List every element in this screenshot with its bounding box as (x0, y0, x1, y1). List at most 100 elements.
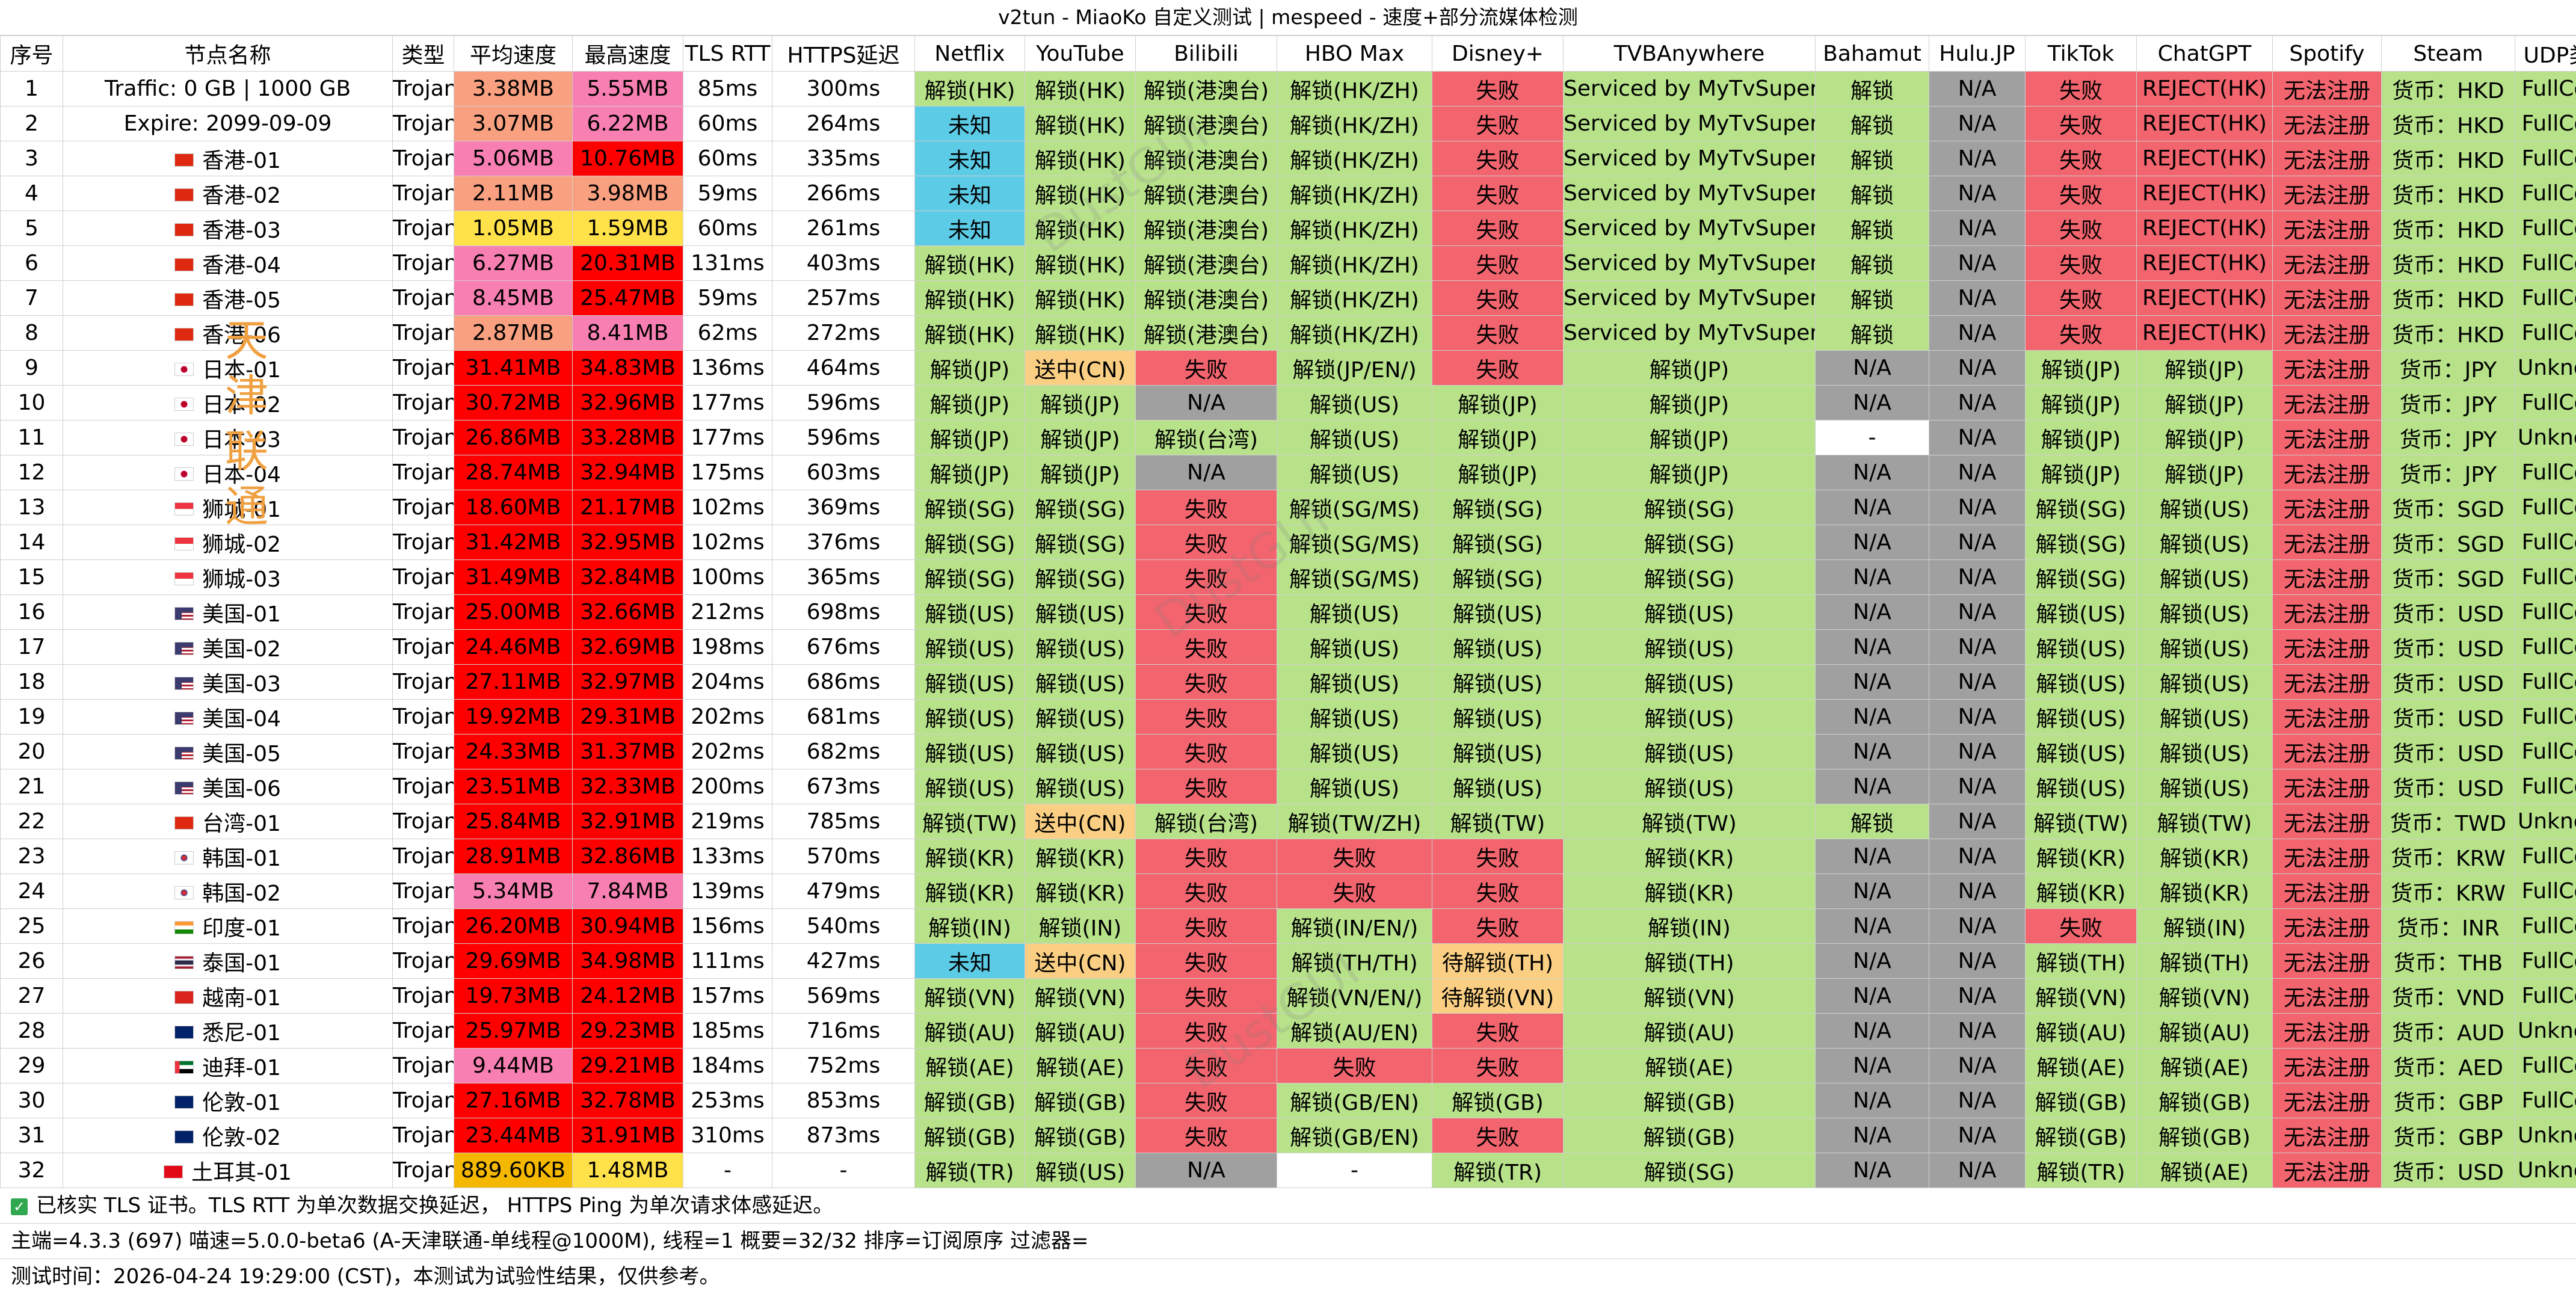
column-header[interactable]: Bahamut (1816, 36, 1929, 72)
cell-avg: 24.33MB (454, 735, 573, 769)
cell-chatgpt: 解锁(KR) (2137, 839, 2273, 874)
column-header[interactable]: Spotify (2273, 36, 2382, 72)
cell-spotify: 无法注册 (2273, 386, 2382, 421)
column-header[interactable]: Netflix (915, 36, 1025, 72)
cell-bilibili: N/A (1136, 1153, 1277, 1188)
cell-hulu: N/A (1929, 316, 2026, 351)
column-header[interactable]: 节点名称 (63, 36, 393, 72)
column-header[interactable]: Bilibili (1136, 36, 1277, 72)
column-header[interactable]: YouTube (1025, 36, 1136, 72)
cell-spotify: 无法注册 (2273, 1014, 2382, 1049)
cell-youtube: 解锁(KR) (1025, 874, 1136, 909)
cell-max: 1.48MB (573, 1153, 683, 1188)
node-name: 狮城-01 (202, 498, 281, 522)
cell-disney: 失败 (1432, 211, 1564, 246)
cell-avg: 23.44MB (454, 1118, 573, 1153)
cell-udp: Unknown (2515, 421, 2576, 455)
cell-disney: 解锁(SG) (1432, 490, 1564, 525)
cell-tvb: Serviced by MyTvSuper (1564, 246, 1816, 281)
cell-avg: 2.11MB (454, 176, 573, 211)
cell-https: 596ms (772, 386, 915, 421)
cell-spotify: 无法注册 (2273, 1049, 2382, 1083)
column-header[interactable]: HBO Max (1277, 36, 1432, 72)
cell-netflix: 解锁(HK) (915, 281, 1025, 316)
cell-tls: 185ms (683, 1014, 772, 1049)
cell-tls: 133ms (683, 839, 772, 874)
cell-udp: FullCone (2515, 316, 2576, 351)
column-header[interactable]: ChatGPT (2137, 36, 2273, 72)
flag-jp-icon (174, 363, 194, 376)
cell-tls: 59ms (683, 281, 772, 316)
cell-bilibili: 失败 (1136, 735, 1277, 769)
column-header[interactable]: HTTPS延迟 (772, 36, 915, 72)
cell-https: 673ms (772, 769, 915, 804)
flag-us-icon (174, 677, 194, 690)
cell-bahamut: N/A (1816, 909, 1929, 944)
cell-hbo: 解锁(US) (1277, 595, 1432, 630)
column-header[interactable]: 序号 (1, 36, 63, 72)
cell-netflix: 未知 (915, 211, 1025, 246)
cell-hulu: N/A (1929, 874, 2026, 909)
cell-steam: 货币：HKD (2382, 72, 2515, 106)
cell-tls: 102ms (683, 525, 772, 560)
column-header[interactable]: 类型 (393, 36, 454, 72)
column-header[interactable]: 平均速度 (454, 36, 573, 72)
cell-bilibili: 失败 (1136, 1049, 1277, 1083)
cell-bilibili: 失败 (1136, 1083, 1277, 1118)
column-header[interactable]: Hulu.JP (1929, 36, 2026, 72)
cell-bahamut: N/A (1816, 351, 1929, 386)
column-header[interactable]: Steam (2382, 36, 2515, 72)
cell-type: Trojan (393, 769, 454, 804)
cell-tiktok: 解锁(AU) (2026, 1014, 2137, 1049)
cell-tls: 204ms (683, 665, 772, 700)
column-header[interactable]: TikTok (2026, 36, 2137, 72)
column-header[interactable]: Disney+ (1432, 36, 1564, 72)
cell-tiktok: 解锁(US) (2026, 630, 2137, 665)
column-header[interactable]: TLS RTT (683, 36, 772, 72)
cell-disney: 待解锁(VN) (1432, 979, 1564, 1014)
cell-tls: 156ms (683, 909, 772, 944)
cell-disney: 解锁(US) (1432, 630, 1564, 665)
column-header[interactable]: UDP类型 (2515, 36, 2576, 72)
cell-hbo: 解锁(US) (1277, 630, 1432, 665)
column-header[interactable]: 最高速度 (573, 36, 683, 72)
column-header[interactable]: TVBAnywhere (1564, 36, 1816, 72)
cell-tls: 157ms (683, 979, 772, 1014)
cell-chatgpt: 解锁(US) (2137, 665, 2273, 700)
cell-hulu: N/A (1929, 351, 2026, 386)
cell-tls: 131ms (683, 246, 772, 281)
flag-us-icon (174, 747, 194, 760)
